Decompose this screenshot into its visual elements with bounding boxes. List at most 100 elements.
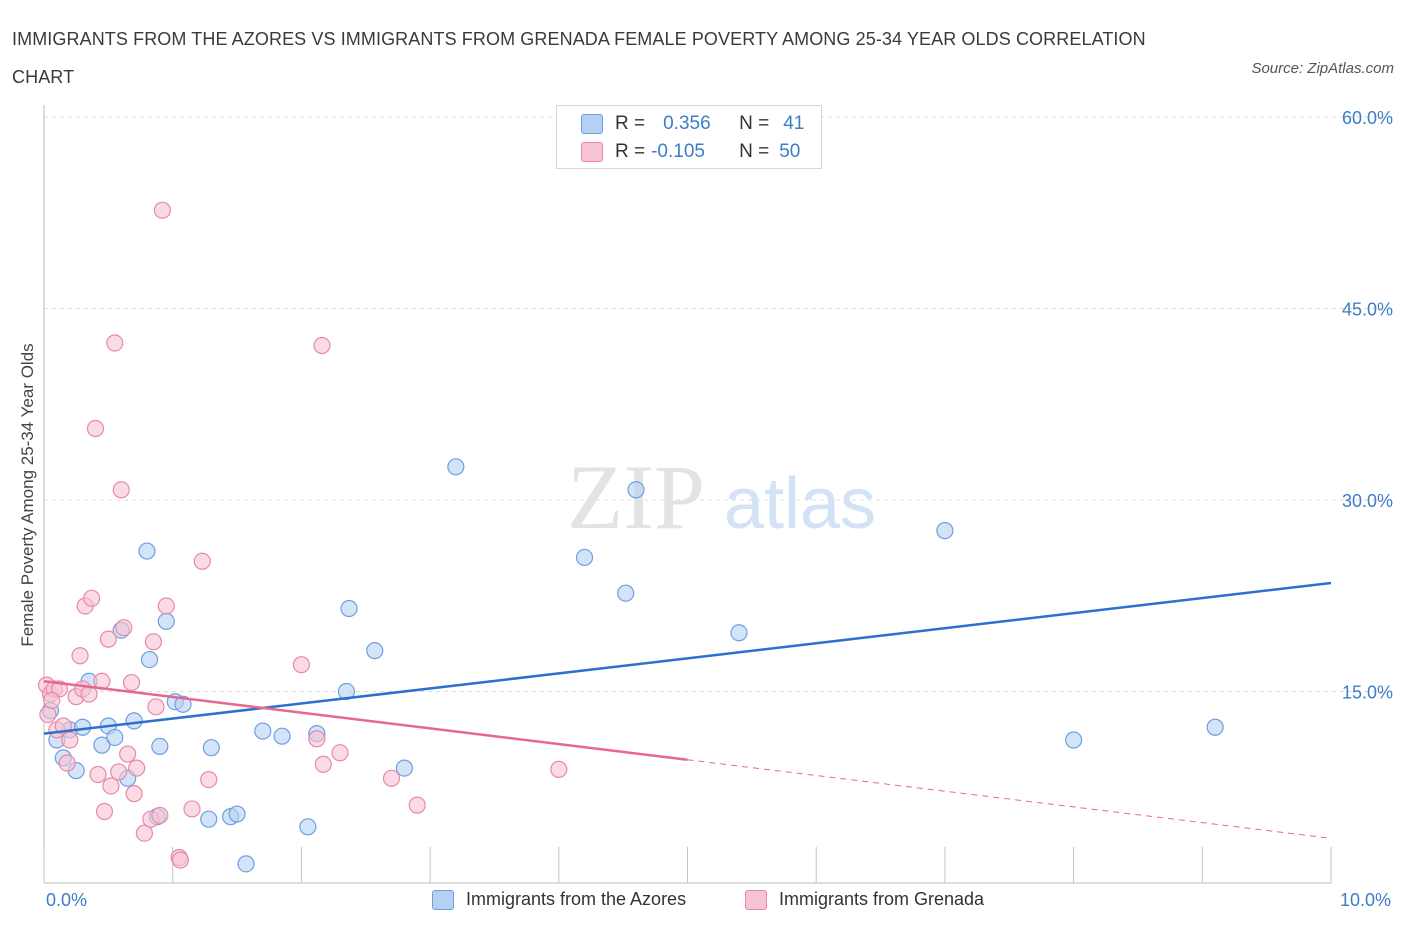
data-point bbox=[61, 731, 79, 749]
source-label: Source: ZipAtlas.com bbox=[1251, 60, 1394, 77]
bottom-grenada-swatch bbox=[745, 889, 767, 910]
y-axis-label: Female Poverty Among 25-34 Year Olds bbox=[18, 343, 37, 647]
legend-r-label-1: R = bbox=[615, 113, 646, 134]
y-tick-label: 30.0% bbox=[1342, 491, 1393, 511]
legend-n-label-2: N = bbox=[739, 141, 770, 162]
data-point bbox=[125, 712, 143, 730]
axes bbox=[43, 105, 1332, 884]
y-tick-label: 60.0% bbox=[1342, 108, 1393, 128]
data-point bbox=[102, 777, 120, 795]
data-point bbox=[200, 770, 218, 789]
data-point bbox=[237, 855, 255, 873]
data-point bbox=[292, 656, 310, 674]
data-point bbox=[112, 481, 130, 499]
data-point bbox=[308, 730, 326, 748]
data-point bbox=[110, 763, 128, 781]
legend-row-grenada: R = -0.105 N = 50 bbox=[581, 140, 800, 164]
data-point bbox=[99, 630, 117, 648]
data-point bbox=[1206, 718, 1224, 736]
data-point bbox=[366, 642, 384, 660]
data-point bbox=[193, 552, 211, 570]
legend-r-label-2: R = bbox=[615, 141, 646, 162]
data-point bbox=[89, 765, 107, 784]
y-tick-labels: 15.0% 30.0% 45.0% 60.0% bbox=[1342, 108, 1393, 703]
x-tick-label-max: 10.0% bbox=[1340, 890, 1392, 910]
data-point bbox=[58, 754, 76, 772]
data-point bbox=[1064, 731, 1083, 749]
azores-swatch bbox=[581, 114, 603, 134]
data-point bbox=[151, 737, 169, 755]
data-point bbox=[144, 633, 162, 651]
trend-lines bbox=[43, 581, 1332, 839]
data-point bbox=[254, 722, 272, 740]
data-point bbox=[273, 727, 291, 745]
data-point bbox=[122, 673, 141, 692]
data-point bbox=[337, 682, 356, 701]
y-tick-label: 15.0% bbox=[1342, 683, 1393, 703]
azores-trend-line bbox=[43, 581, 1332, 735]
watermark: ZIP atlas bbox=[567, 446, 876, 548]
data-point bbox=[95, 802, 114, 821]
grenada-trend-line bbox=[43, 680, 688, 762]
data-point bbox=[93, 736, 111, 754]
data-point bbox=[106, 728, 124, 747]
data-point bbox=[106, 334, 124, 352]
data-point bbox=[125, 785, 143, 803]
data-point bbox=[171, 851, 190, 869]
grenada-swatch bbox=[581, 142, 603, 162]
data-point bbox=[331, 744, 349, 762]
data-point bbox=[151, 806, 169, 824]
grenada-trend-extension bbox=[687, 759, 1332, 839]
data-point bbox=[147, 698, 165, 716]
data-point bbox=[299, 818, 317, 836]
data-point bbox=[183, 800, 201, 818]
data-point bbox=[313, 336, 331, 355]
bottom-grenada-label: Immigrants from Grenada bbox=[779, 889, 985, 909]
data-point bbox=[140, 650, 159, 669]
data-point bbox=[43, 691, 61, 710]
data-point bbox=[200, 810, 218, 828]
data-point bbox=[39, 705, 57, 724]
data-point bbox=[627, 481, 645, 499]
data-point bbox=[617, 584, 635, 602]
data-point bbox=[550, 760, 568, 778]
data-point bbox=[157, 597, 175, 615]
y-tick-label: 45.0% bbox=[1342, 300, 1393, 320]
legend-n-value-2: 50 bbox=[779, 141, 801, 162]
data-point bbox=[395, 759, 413, 777]
data-point bbox=[135, 824, 153, 842]
data-point bbox=[936, 522, 954, 540]
data-point bbox=[128, 759, 146, 777]
legend-n-value-1: 41 bbox=[783, 113, 805, 134]
correlation-legend: R = 0.356 N = 41 R = -0.105 N = 50 bbox=[556, 105, 822, 169]
data-point bbox=[119, 745, 137, 763]
data-point bbox=[115, 619, 133, 637]
data-point bbox=[174, 695, 192, 713]
legend-r-value-1: 0.356 bbox=[663, 113, 711, 134]
data-point bbox=[575, 548, 594, 567]
data-point bbox=[83, 589, 101, 607]
watermark-atlas: atlas bbox=[724, 464, 876, 544]
data-point bbox=[382, 769, 401, 787]
bottom-azores-swatch bbox=[432, 889, 454, 910]
x-tick-label-min: 0.0% bbox=[46, 890, 88, 910]
bottom-legend-grenada: Immigrants from Grenada bbox=[745, 889, 984, 910]
chart-title: IMMIGRANTS FROM THE AZORES VS IMMIGRANTS… bbox=[12, 29, 1146, 87]
data-point bbox=[157, 612, 175, 630]
bottom-legend-azores: Immigrants from the Azores bbox=[432, 889, 686, 910]
bottom-azores-label: Immigrants from the Azores bbox=[466, 889, 687, 909]
data-point bbox=[71, 647, 89, 665]
data-point bbox=[153, 201, 172, 219]
data-point bbox=[340, 599, 358, 618]
data-point bbox=[202, 739, 220, 757]
data-point bbox=[314, 755, 332, 773]
series-grenada-points bbox=[37, 201, 568, 869]
data-point bbox=[86, 419, 105, 438]
legend-n-label-1: N = bbox=[739, 113, 770, 134]
data-point bbox=[730, 624, 748, 642]
legend-row-azores: R = 0.356 N = 41 bbox=[581, 112, 804, 136]
data-point bbox=[408, 796, 426, 814]
data-point bbox=[228, 805, 246, 823]
data-point bbox=[138, 542, 156, 560]
